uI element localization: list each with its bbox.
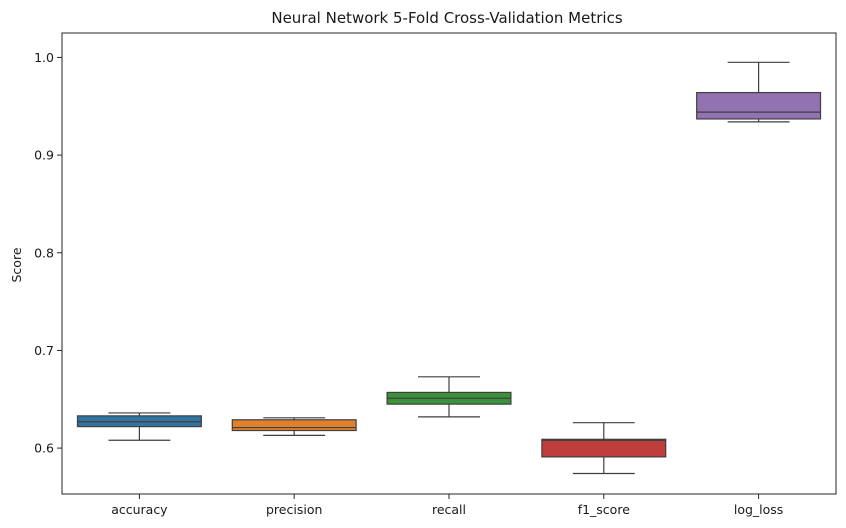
box-precision: [231, 419, 357, 432]
y-tick-label: 0.9: [34, 148, 54, 163]
y-axis-label: Score: [9, 247, 24, 282]
y-tick-label: 0.8: [34, 245, 54, 260]
box-f1_score: [541, 438, 667, 458]
box-log_loss: [696, 91, 822, 120]
plot-area: 0.6 0.7 0.8 0.9 1.0 accuracy precision recall f1…: [34, 32, 837, 517]
y-tick-label: 0.6: [34, 441, 54, 456]
x-tick-label: accuracy: [111, 502, 168, 517]
x-tick-label: log_loss: [734, 502, 783, 517]
x-tick-label: f1_score: [578, 502, 631, 517]
y-tick-label: 0.7: [34, 343, 54, 358]
chart-title: Neural Network 5-Fold Cross-Validation M…: [271, 9, 622, 27]
x-tick-label: precision: [266, 502, 322, 517]
x-tick-label: recall: [432, 502, 466, 517]
y-tick-label: 1.0: [34, 50, 54, 65]
